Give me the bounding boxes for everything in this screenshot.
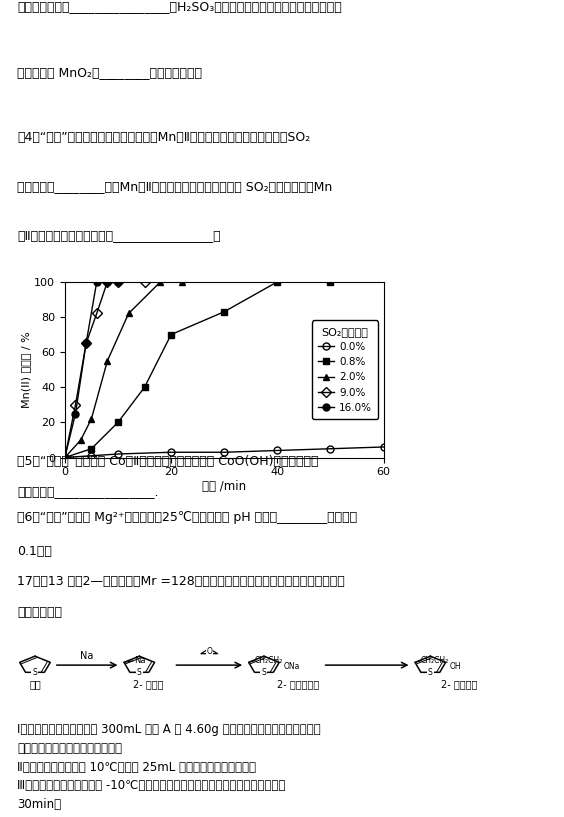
0.0%: [88, 451, 95, 461]
16.0%: [72, 408, 79, 418]
2.0%: [88, 414, 95, 424]
9.0%: [72, 400, 79, 410]
Text: S: S: [262, 667, 266, 676]
Text: Ⅲ．制噻吟乙醇钓。降温至 -10℃，加入稍过量的环氧乙烷的四氢呻嗃溶液，反应: Ⅲ．制噻吟乙醇钓。降温至 -10℃，加入稍过量的环氧乙烷的四氢呻嗃溶液，反应: [17, 779, 285, 792]
Y-axis label: Mn(II) 氧化率 / %: Mn(II) 氧化率 / %: [21, 332, 32, 408]
Text: S: S: [33, 667, 37, 676]
0.8%: [141, 382, 148, 392]
Text: Na: Na: [134, 656, 146, 665]
16.0%: [114, 277, 121, 287]
0.8%: [274, 277, 281, 287]
16.0%: [83, 338, 90, 348]
Text: Na: Na: [81, 650, 94, 661]
2.0%: [77, 435, 84, 444]
9.0%: [141, 277, 148, 287]
9.0%: [104, 277, 111, 287]
Text: 2- 噻吟乙醇: 2- 噻吟乙醇: [442, 679, 478, 689]
Line: 16.0%: 16.0%: [61, 279, 121, 461]
Text: 0.1）。: 0.1）。: [17, 545, 52, 558]
Text: ONa: ONa: [284, 662, 300, 671]
0.8%: [221, 307, 227, 317]
Text: 的离子方程式为________________（H₂SO₃的电离第一步完全，第二步微弱）；滤: 的离子方程式为________________（H₂SO₃的电离第一步完全，第二…: [17, 0, 342, 13]
16.0%: [61, 453, 68, 462]
Text: OH: OH: [450, 662, 462, 671]
Line: 0.8%: 0.8%: [61, 279, 334, 461]
0.0%: [274, 445, 281, 455]
0.8%: [168, 330, 174, 340]
0.0%: [114, 449, 121, 459]
Line: 9.0%: 9.0%: [61, 279, 148, 461]
Text: 体积分数为________时，Mn（Ⅱ）氧化速率最大；继续增大 SO₂体积分数时，Mn: 体积分数为________时，Mn（Ⅱ）氧化速率最大；继续增大 SO₂体积分数时…: [17, 180, 332, 193]
Text: 30min。: 30min。: [17, 798, 61, 811]
9.0%: [83, 338, 90, 348]
2.0%: [157, 277, 164, 287]
Text: 2- 噻吟钓: 2- 噻吟钓: [133, 679, 164, 689]
Text: （6）“沉镁”中为使 Mg²⁺沉淠完全（25℃），需控制 pH 不低于________（精确至: （6）“沉镁”中为使 Mg²⁺沉淠完全（25℃），需控制 pH 不低于_____…: [17, 511, 357, 524]
Text: S: S: [137, 667, 142, 676]
Text: 渣的成分为 MnO₂、________（填化学式）。: 渣的成分为 MnO₂、________（填化学式）。: [17, 66, 202, 79]
2.0%: [61, 453, 68, 462]
0.0%: [221, 448, 227, 458]
Text: （Ⅱ）氧化速率减小的原因是________________。: （Ⅱ）氧化速率减小的原因是________________。: [17, 230, 221, 243]
Legend: 0.0%, 0.8%, 2.0%, 9.0%, 16.0%: 0.0%, 0.8%, 2.0%, 9.0%, 16.0%: [312, 320, 378, 419]
2.0%: [104, 356, 111, 366]
Text: （4）“氧化”中保持空气通入速率不变，Mn（Ⅱ）氧化率与时间的关系如下。SO₂: （4）“氧化”中保持空气通入速率不变，Mn（Ⅱ）氧化率与时间的关系如下。SO₂: [17, 131, 310, 144]
Text: 17．（13 分）2—噻吟乙醇（Mr =128）是抗血栓药物氯吱格雷的重要中间体，其制: 17．（13 分）2—噻吟乙醇（Mr =128）是抗血栓药物氯吱格雷的重要中间体…: [17, 575, 345, 588]
Text: 学方程式为________________.: 学方程式为________________.: [17, 485, 158, 498]
Text: （5）“沉龈镁”中得到的 Co（Ⅱ）在空气中可被氧化成 CoO(OH)，该反应的化: （5）“沉龈镁”中得到的 Co（Ⅱ）在空气中可被氧化成 CoO(OH)，该反应的…: [17, 455, 319, 468]
9.0%: [61, 453, 68, 462]
Text: Ⅱ．制噻吟钓。降温至 10℃，加入 25mL 噻吟，反应至钓砂消失。: Ⅱ．制噻吟钓。降温至 10℃，加入 25mL 噻吟，反应至钓砂消失。: [17, 761, 256, 774]
0.8%: [327, 277, 334, 287]
Text: O: O: [206, 647, 212, 656]
16.0%: [93, 277, 100, 287]
0.8%: [61, 453, 68, 462]
9.0%: [114, 277, 121, 287]
Line: 2.0%: 2.0%: [61, 279, 185, 461]
Text: 噻吟: 噻吟: [29, 679, 41, 689]
0.0%: [380, 442, 387, 452]
0.0%: [168, 448, 174, 458]
Text: CH₂CH₂: CH₂CH₂: [254, 656, 283, 665]
16.0%: [104, 277, 111, 287]
9.0%: [93, 309, 100, 319]
2.0%: [178, 277, 185, 287]
Text: 2- 噻吟乙醇钓: 2- 噻吟乙醇钓: [277, 679, 319, 689]
Text: CH₂CH₂: CH₂CH₂: [421, 656, 449, 665]
0.0%: [61, 453, 68, 462]
X-axis label: 时间 /min: 时间 /min: [202, 480, 246, 493]
Text: 备方法如下：: 备方法如下：: [17, 605, 62, 618]
2.0%: [125, 309, 132, 319]
Text: Ⅰ．制钓砂。向烧瓶中加入 300mL 液体 A 和 4.60g 金属钓，加热至钓融化后，盖紧: Ⅰ．制钓砂。向烧瓶中加入 300mL 液体 A 和 4.60g 金属钓，加热至钓…: [17, 723, 320, 736]
0.0%: [327, 444, 334, 453]
0.8%: [88, 444, 95, 453]
0.8%: [114, 417, 121, 427]
Text: 塞子，振荡至大量微小钓珠出现。: 塞子，振荡至大量微小钓珠出现。: [17, 742, 122, 755]
Line: 0.0%: 0.0%: [61, 444, 387, 461]
Text: S: S: [428, 667, 433, 676]
